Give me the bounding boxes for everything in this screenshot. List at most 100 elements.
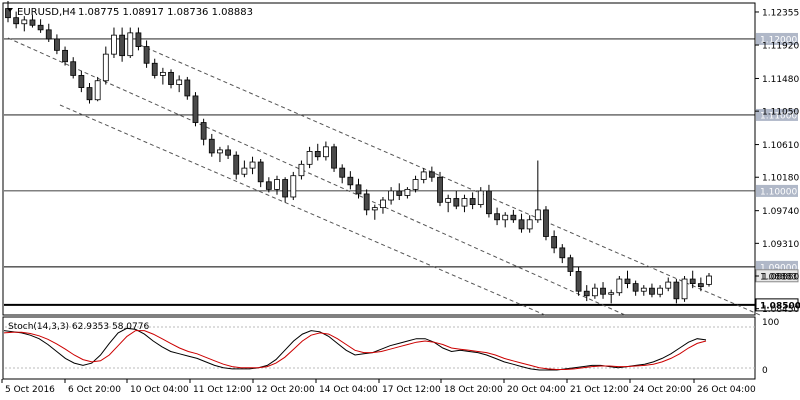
candle-bull [616,278,623,294]
candle-bear [453,198,460,207]
level-label-box [756,184,798,197]
time-tick-label: 18 Oct 20:00 [444,385,503,395]
stoch-axis: 100 0 [762,318,779,376]
price-tick-label: 1.08880 [762,273,799,283]
candle-bear [518,219,525,230]
horizontal-levels: 1.12000 1.11000 1.10000 1.09000 1.08500 1.088… [4,32,800,312]
candle-bear [54,38,60,51]
level-label: 1.11000 [760,111,797,121]
candle-bull [290,175,297,198]
dropdown-triangle-icon[interactable] [7,8,13,12]
candle-bull [21,19,28,25]
candle-bear [673,281,680,300]
candle-bear [355,184,362,195]
candle-bear [339,167,346,178]
price-tick-label: 1.09740 [762,207,799,217]
level-label: 1.08500 [760,301,800,311]
candle-bear [689,278,696,285]
candle-bull [591,287,598,297]
candle-bear [575,271,582,292]
candle-bull [461,198,468,207]
candle-bear [697,283,704,288]
stoch-signal-line [3,330,707,370]
candle-bear [233,154,240,175]
price-panel-frame [2,2,756,316]
time-tick-label: 5 Oct 2016 [5,385,55,395]
candle-bull [217,149,223,154]
time-tick-label: 10 Oct 04:00 [130,385,189,395]
candle-bear [510,214,517,221]
candle-bear [437,176,443,203]
candle-bear [168,71,174,85]
candle-bear [396,190,403,196]
candle-bear [469,198,476,205]
candle-bear [45,29,52,40]
current-price-label: 1.08883 [760,272,797,282]
candle-bear [200,122,207,140]
channel-upper-line [139,44,761,316]
time-tick-label: 14 Oct 04:00 [319,385,378,395]
candle-bear [363,193,370,211]
candle-bear [559,247,566,259]
candle-bull [534,209,541,221]
candle-bull [657,287,663,295]
level-label-box [756,108,798,121]
candle-bear [86,87,93,101]
price-tick-label: 1.10180 [762,174,799,184]
candle-bull [274,179,280,190]
candle-bear [62,49,68,63]
candle-bull [176,79,183,85]
candle-bear [143,46,150,64]
candle-bull [608,292,615,295]
level-label: 1.12000 [760,35,797,45]
candle-bear [567,257,574,272]
level-label-box [755,298,799,312]
candle-bear [225,149,231,156]
candle-bull [502,214,509,221]
candle-bear [151,62,158,76]
channel-middle-line [7,37,626,316]
candle-bear [78,75,85,88]
candle-bear [551,236,558,249]
candle-bear [184,79,191,97]
candle-bull [306,151,313,165]
candle-bull [412,179,419,190]
price-tick-label: 1.10610 [762,141,799,151]
stoch-main-line [3,327,707,371]
price-tick-label: 1.12355 [762,8,799,18]
candle-bull [640,287,647,292]
time-tick-label: 17 Oct 12:00 [382,385,441,395]
level-label-box [756,32,798,45]
chart-ohlc-values: 1.08775 1.08917 1.08736 1.08883 [78,7,253,18]
stochastic-lines [3,326,755,371]
candle-bull [526,219,533,230]
price-tick-label: 1.09310 [762,240,799,250]
candle-bear [119,34,126,57]
candle-bear [13,17,20,25]
candle-bear [624,278,631,285]
candle-bull [127,32,134,57]
candle-bear [282,179,289,198]
candle-bear [649,287,655,295]
candle-bull [241,167,248,175]
price-axis: 1.12355 1.11920 1.11480 1.11050 1.10610 1.101… [755,8,799,315]
candle-bear [37,24,44,31]
trend-channel [7,37,761,316]
candle-bull [445,198,452,203]
candle-bull [420,171,427,180]
candle-bear [543,209,549,237]
candle-bear [632,283,639,292]
time-tick-label: 24 Oct 20:00 [633,385,692,395]
price-tick-label: 1.08450 [762,305,799,315]
candle-bear [192,95,199,123]
candle-bear [265,181,272,190]
candle-bear [583,290,590,297]
candle-bull [102,53,109,82]
candle-bear [347,176,354,186]
candle-bull [322,146,329,158]
candle-bear [257,161,264,183]
candle-bull [380,199,386,209]
level-label: 1.10000 [760,187,797,197]
